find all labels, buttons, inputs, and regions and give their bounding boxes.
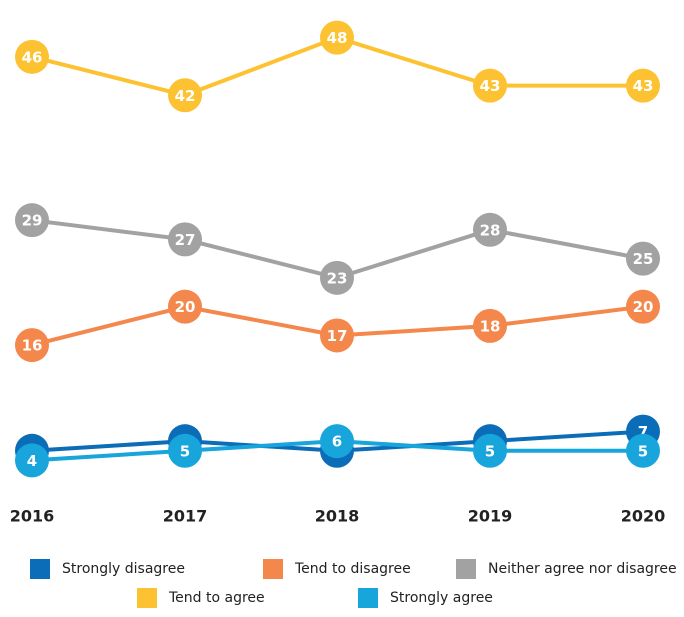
point-label: 20	[633, 298, 654, 316]
point-label: 23	[327, 269, 348, 287]
x-tick-label: 2018	[315, 507, 360, 526]
point-label: 42	[175, 87, 196, 105]
legend-label: Tend to disagree	[294, 561, 411, 577]
legend-label: Tend to agree	[168, 590, 265, 606]
point-label: 29	[22, 212, 43, 230]
point-marker	[473, 212, 507, 247]
point-marker	[320, 318, 354, 353]
point-marker	[168, 78, 202, 113]
point-label: 5	[638, 442, 648, 460]
point-label: 16	[22, 337, 43, 355]
legend-swatch	[137, 588, 157, 608]
point-label: 46	[22, 48, 43, 66]
x-tick-label: 2019	[468, 507, 513, 526]
point-label: 20	[175, 298, 196, 316]
point-label: 4	[27, 452, 37, 470]
point-marker	[15, 443, 49, 478]
point-label: 28	[480, 221, 501, 239]
point-label: 5	[180, 442, 190, 460]
point-label: 7	[638, 423, 648, 441]
x-tick-label: 2020	[621, 507, 666, 526]
point-marker	[320, 260, 354, 295]
point-label: 48	[327, 29, 348, 47]
point-marker	[626, 68, 660, 103]
legend-label: Strongly disagree	[62, 561, 185, 577]
legend-label: Neither agree nor disagree	[488, 561, 677, 577]
point-label: 25	[633, 250, 654, 268]
point-marker	[15, 203, 49, 238]
legend-swatch	[30, 559, 50, 579]
x-tick-label: 2017	[163, 507, 208, 526]
point-label: 17	[327, 327, 348, 345]
point-marker	[168, 433, 202, 468]
point-marker	[473, 433, 507, 468]
point-marker	[473, 308, 507, 343]
point-marker	[168, 289, 202, 324]
point-label: 43	[633, 77, 654, 95]
point-marker	[626, 289, 660, 324]
legend-label: Strongly agree	[390, 590, 493, 606]
point-marker	[473, 68, 507, 103]
point-label: 5	[485, 442, 495, 460]
point-label: 27	[175, 231, 196, 249]
point-marker	[320, 20, 354, 55]
legend-swatch	[263, 559, 283, 579]
point-label: 18	[480, 317, 501, 335]
point-marker	[626, 241, 660, 276]
point-marker	[15, 328, 49, 363]
x-tick-label: 2016	[10, 507, 55, 526]
point-marker	[15, 39, 49, 74]
legend-swatch	[456, 559, 476, 579]
point-label: 6	[332, 433, 342, 451]
point-marker	[320, 424, 354, 459]
point-marker	[626, 433, 660, 468]
legend-swatch	[358, 588, 378, 608]
point-label: 43	[480, 77, 501, 95]
point-marker	[168, 222, 202, 257]
